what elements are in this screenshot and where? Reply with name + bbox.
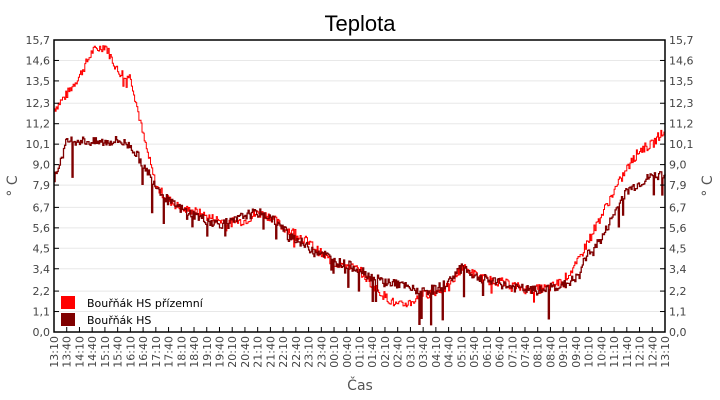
x-tick-label: 08:10 (532, 336, 545, 368)
y-tick-label: 6,7 (669, 201, 687, 214)
y-tick-label: 12,3 (669, 97, 694, 110)
y-tick-label: 7,9 (669, 179, 687, 192)
x-axis-label: Čas (347, 376, 373, 394)
x-tick-label: 13:40 (61, 336, 74, 368)
y-tick-label: 4,5 (669, 242, 687, 255)
x-tick-label: 13:10 (48, 336, 61, 368)
chart-title: Teplota (325, 11, 397, 36)
y-tick-label: 9,0 (669, 159, 687, 172)
y-tick-label: 13,5 (26, 75, 51, 88)
x-tick-label: 22:40 (290, 336, 303, 368)
y-tick-label: 2,2 (669, 285, 687, 298)
x-tick-label: 02:40 (392, 336, 405, 368)
x-tick-label: 15:40 (112, 336, 125, 368)
y-axis-left: 0,0 1,1 2,2 3,4 4,5 5,6 6,7 7,9 9,0 10,1 11,2 12,3 1… (26, 34, 59, 339)
data-series (54, 45, 666, 326)
x-tick-label: 21:40 (264, 336, 277, 368)
x-tick-label: 15:10 (99, 336, 112, 368)
y-tick-label: 4,5 (33, 242, 51, 255)
x-tick-label: 12:10 (634, 336, 647, 368)
y-tick-label: 15,7 (669, 34, 694, 47)
series-line (54, 45, 666, 308)
x-tick-label: 05:40 (468, 336, 481, 368)
x-tick-label: 17:40 (163, 336, 176, 368)
x-tick-label: 19:10 (201, 336, 214, 368)
x-tick-label: 20:40 (239, 336, 252, 368)
legend-swatch-hs (61, 313, 75, 326)
x-tick-label: 21:10 (252, 336, 265, 368)
x-tick-label: 18:10 (175, 336, 188, 368)
x-tick-label: 00:10 (328, 336, 341, 368)
x-tick-label: 18:40 (188, 336, 201, 368)
x-tick-label: 23:10 (303, 336, 316, 368)
x-tick-label: 04:40 (443, 336, 456, 368)
y-tick-label: 5,6 (669, 222, 687, 235)
x-tick-label: 17:10 (150, 336, 163, 368)
x-tick-label: 10:40 (595, 336, 608, 368)
legend-label-hs: Bouřňák HS (87, 314, 151, 327)
y-tick-label: 14,6 (669, 54, 694, 67)
y-tick-label: 10,1 (669, 138, 694, 151)
x-tick-label: 12:40 (646, 336, 659, 368)
x-tick-label: 03:40 (417, 336, 430, 368)
grid-lines (54, 59, 665, 313)
y-axis-label-left: ° C (5, 175, 21, 196)
x-tick-label: 13:10 (659, 336, 672, 368)
y-tick-label: 11,2 (26, 118, 51, 131)
x-tick-label: 16:10 (124, 336, 137, 368)
x-tick-label: 02:10 (379, 336, 392, 368)
y-tick-label: 1,1 (669, 306, 687, 319)
y-tick-label: 13,5 (669, 75, 694, 88)
legend: Bouřňák HS přízemní Bouřňák HS (61, 296, 204, 327)
x-tick-label: 09:40 (570, 336, 583, 368)
y-tick-label: 0,0 (669, 326, 687, 339)
x-tick-label: 07:10 (506, 336, 519, 368)
x-tick-label: 11:40 (621, 336, 634, 368)
x-tick-label: 10:10 (583, 336, 596, 368)
x-tick-label: 14:40 (86, 336, 99, 368)
legend-label-prizemni: Bouřňák HS přízemní (87, 297, 204, 310)
y-tick-label: 9,0 (33, 159, 51, 172)
y-tick-label: 1,1 (33, 306, 51, 319)
x-tick-label: 19:40 (213, 336, 226, 368)
x-tick-label: 22:10 (277, 336, 290, 368)
y-tick-label: 2,2 (33, 285, 51, 298)
legend-swatch-prizemni (61, 296, 75, 309)
x-tick-label: 14:10 (73, 336, 86, 368)
y-tick-label: 12,3 (26, 97, 51, 110)
x-tick-label: 16:40 (137, 336, 150, 368)
y-tick-label: 5,6 (33, 222, 51, 235)
y-tick-label: 11,2 (669, 118, 694, 131)
x-tick-label: 04:10 (430, 336, 443, 368)
x-tick-label: 09:10 (557, 336, 570, 368)
y-tick-label: 0,0 (33, 326, 51, 339)
x-tick-label: 11:10 (608, 336, 621, 368)
y-tick-label: 7,9 (33, 179, 51, 192)
y-tick-label: 14,6 (26, 54, 51, 67)
series-line (54, 136, 666, 326)
y-axis-label-right: ° C (700, 175, 716, 196)
y-axis-right: 0,0 1,1 2,2 3,4 4,5 5,6 6,7 7,9 9,0 10,1 11,2 12,3 1… (660, 34, 694, 339)
x-tick-label: 06:40 (494, 336, 507, 368)
y-tick-label: 3,4 (33, 263, 51, 276)
x-tick-label: 23:40 (315, 336, 328, 368)
x-tick-label: 01:10 (354, 336, 367, 368)
x-tick-label: 07:40 (519, 336, 532, 368)
x-tick-label: 00:40 (341, 336, 354, 368)
x-tick-label: 01:40 (366, 336, 379, 368)
y-tick-label: 10,1 (26, 138, 51, 151)
x-tick-label: 20:10 (226, 336, 239, 368)
x-axis: 13:10 13:40 14:10 14:40 15:10 15:40 16:10 16:40… (48, 327, 672, 368)
y-tick-label: 6,7 (33, 201, 51, 214)
x-tick-label: 08:40 (544, 336, 557, 368)
x-tick-label: 03:10 (404, 336, 417, 368)
x-tick-label: 06:10 (481, 336, 494, 368)
x-tick-label: 05:10 (455, 336, 468, 368)
y-tick-label: 3,4 (669, 263, 687, 276)
y-tick-label: 15,7 (26, 34, 51, 47)
